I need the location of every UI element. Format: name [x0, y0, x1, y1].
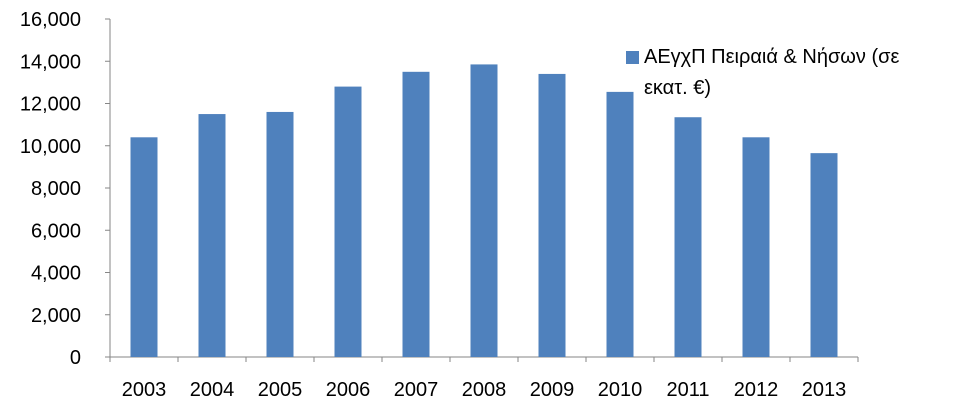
x-tick-label: 2011: [666, 379, 709, 401]
bar: [538, 73, 566, 358]
bar: [130, 137, 158, 357]
bar: [742, 137, 770, 357]
legend: ΑΕγχΠ Πειραιά & Νήσων (σε εκατ. €): [626, 42, 956, 104]
bar: [334, 86, 362, 357]
x-tick-label: 2008: [462, 379, 507, 401]
y-tick-label: 12,000: [20, 94, 81, 116]
y-tick-label: 14,000: [20, 51, 81, 73]
x-tick-label: 2005: [258, 379, 303, 401]
y-tick-label: 2,000: [31, 305, 81, 327]
bar: [402, 71, 430, 357]
bar: [810, 153, 838, 357]
y-tick-label: 10,000: [20, 136, 81, 158]
x-tick-label: 2006: [326, 379, 371, 401]
legend-label: ΑΕγχΠ Πειραιά & Νήσων (σε εκατ. €): [644, 46, 900, 99]
x-tick-label: 2007: [394, 379, 439, 401]
bar: [470, 64, 498, 357]
y-tick-label: 4,000: [31, 263, 81, 285]
y-tick-label: 0: [70, 347, 81, 369]
x-axis: 2003 2004 2005 2006 2007 2008 2009 2010 2011 2012…: [105, 356, 859, 401]
bar: [198, 114, 226, 357]
y-tick-label: 16,000: [20, 9, 81, 31]
bar: [266, 111, 294, 357]
bar-series: [130, 64, 838, 358]
bar: [674, 117, 702, 357]
x-tick-label: 2012: [734, 379, 779, 401]
x-tick-label: 2013: [802, 379, 847, 401]
x-tick-label: 2009: [530, 379, 575, 401]
y-tick-label: 6,000: [31, 220, 81, 242]
x-tick-label: 2003: [122, 379, 167, 401]
legend-swatch: [626, 51, 639, 64]
y-axis: 0 2,000 4,000 6,000 8,000 10,000 12,000 14,000 1…: [20, 9, 111, 369]
x-tick-label: 2004: [190, 379, 235, 401]
x-tick-label: 2010: [598, 379, 643, 401]
y-tick-label: 8,000: [31, 178, 81, 200]
bar: [606, 91, 634, 357]
